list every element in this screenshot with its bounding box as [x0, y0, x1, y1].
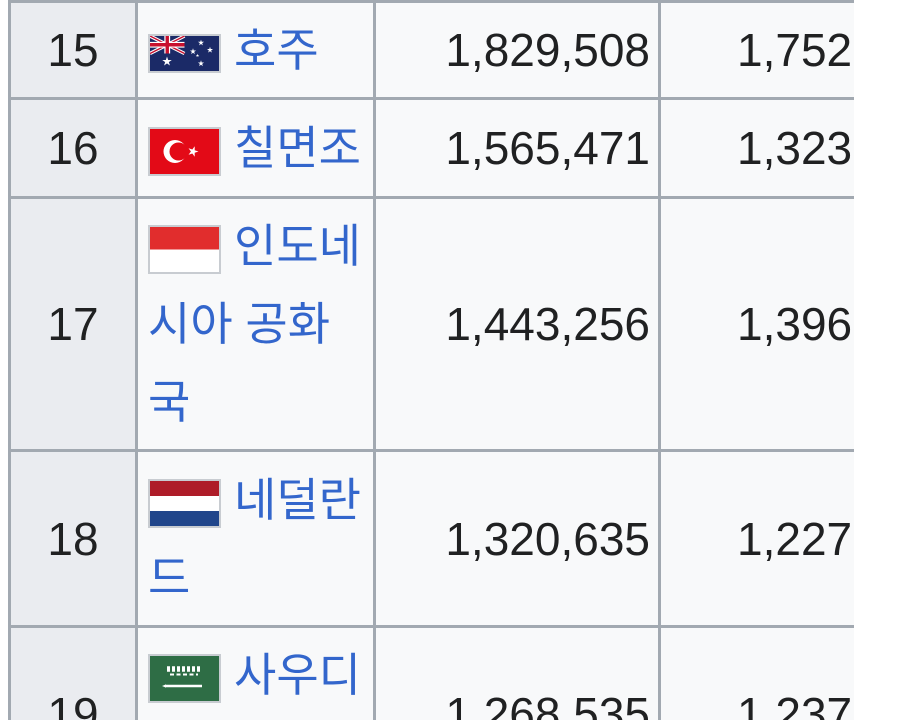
table-row: 15 호주 1,829,508 1,752,: [8, 0, 854, 100]
value-cell: 1,320,635: [373, 449, 661, 628]
rank-cell: 19: [8, 625, 138, 720]
value-cell-clipped: 1,227,: [658, 449, 854, 628]
value-cell-clipped: 1,323,: [658, 97, 854, 199]
saudi-arabia-flag-icon[interactable]: [148, 654, 221, 704]
value-cell: 1,443,256: [373, 196, 661, 452]
turkey-flag-icon[interactable]: [148, 127, 221, 177]
rank-cell: 16: [8, 97, 138, 199]
rank-cell: 15: [8, 0, 138, 100]
country-ranking-table: 15 호주 1,829,508 1,752,: [8, 0, 854, 720]
country-link[interactable]: 호주: [234, 24, 319, 76]
country-link[interactable]: 사우디아라비아: [234, 649, 361, 701]
country-link[interactable]: 네덜란드: [148, 473, 361, 604]
country-link[interactable]: 인도네시아 공화국: [148, 220, 361, 428]
country-cell: 칠면조: [135, 97, 376, 199]
rank-cell: 18: [8, 449, 138, 628]
value-cell: 1,268,535: [373, 625, 661, 720]
value-cell: 1,829,508: [373, 0, 661, 100]
indonesia-flag-icon[interactable]: [148, 225, 221, 275]
table-scroll-viewport[interactable]: 15 호주 1,829,508 1,752,: [8, 0, 854, 720]
value-cell-clipped: 1,752,: [658, 0, 854, 100]
value-cell-clipped: 1,237,: [658, 625, 854, 720]
rank-cell: 17: [8, 196, 138, 452]
value-cell-clipped: 1,396,: [658, 196, 854, 452]
table-row: 16 칠면조 1,565,471 1,323,: [8, 97, 854, 199]
table-row: 18 네덜란드 1,320,635 1,227,: [8, 449, 854, 628]
value-cell: 1,565,471: [373, 97, 661, 199]
country-link[interactable]: 칠면조: [234, 122, 361, 174]
netherlands-flag-icon[interactable]: [148, 478, 221, 528]
country-cell: 인도네시아 공화국: [135, 196, 376, 452]
country-cell: 사우디아라비아: [135, 625, 376, 720]
country-cell: 네덜란드: [135, 449, 376, 628]
country-cell: 호주: [135, 0, 376, 100]
table-row: 17 인도네시아 공화국 1,443,256 1,396,: [8, 196, 854, 452]
table-row: 19 사우디아라비아 1,268,535 1,237,: [8, 625, 854, 720]
australia-flag-icon[interactable]: [148, 34, 221, 74]
